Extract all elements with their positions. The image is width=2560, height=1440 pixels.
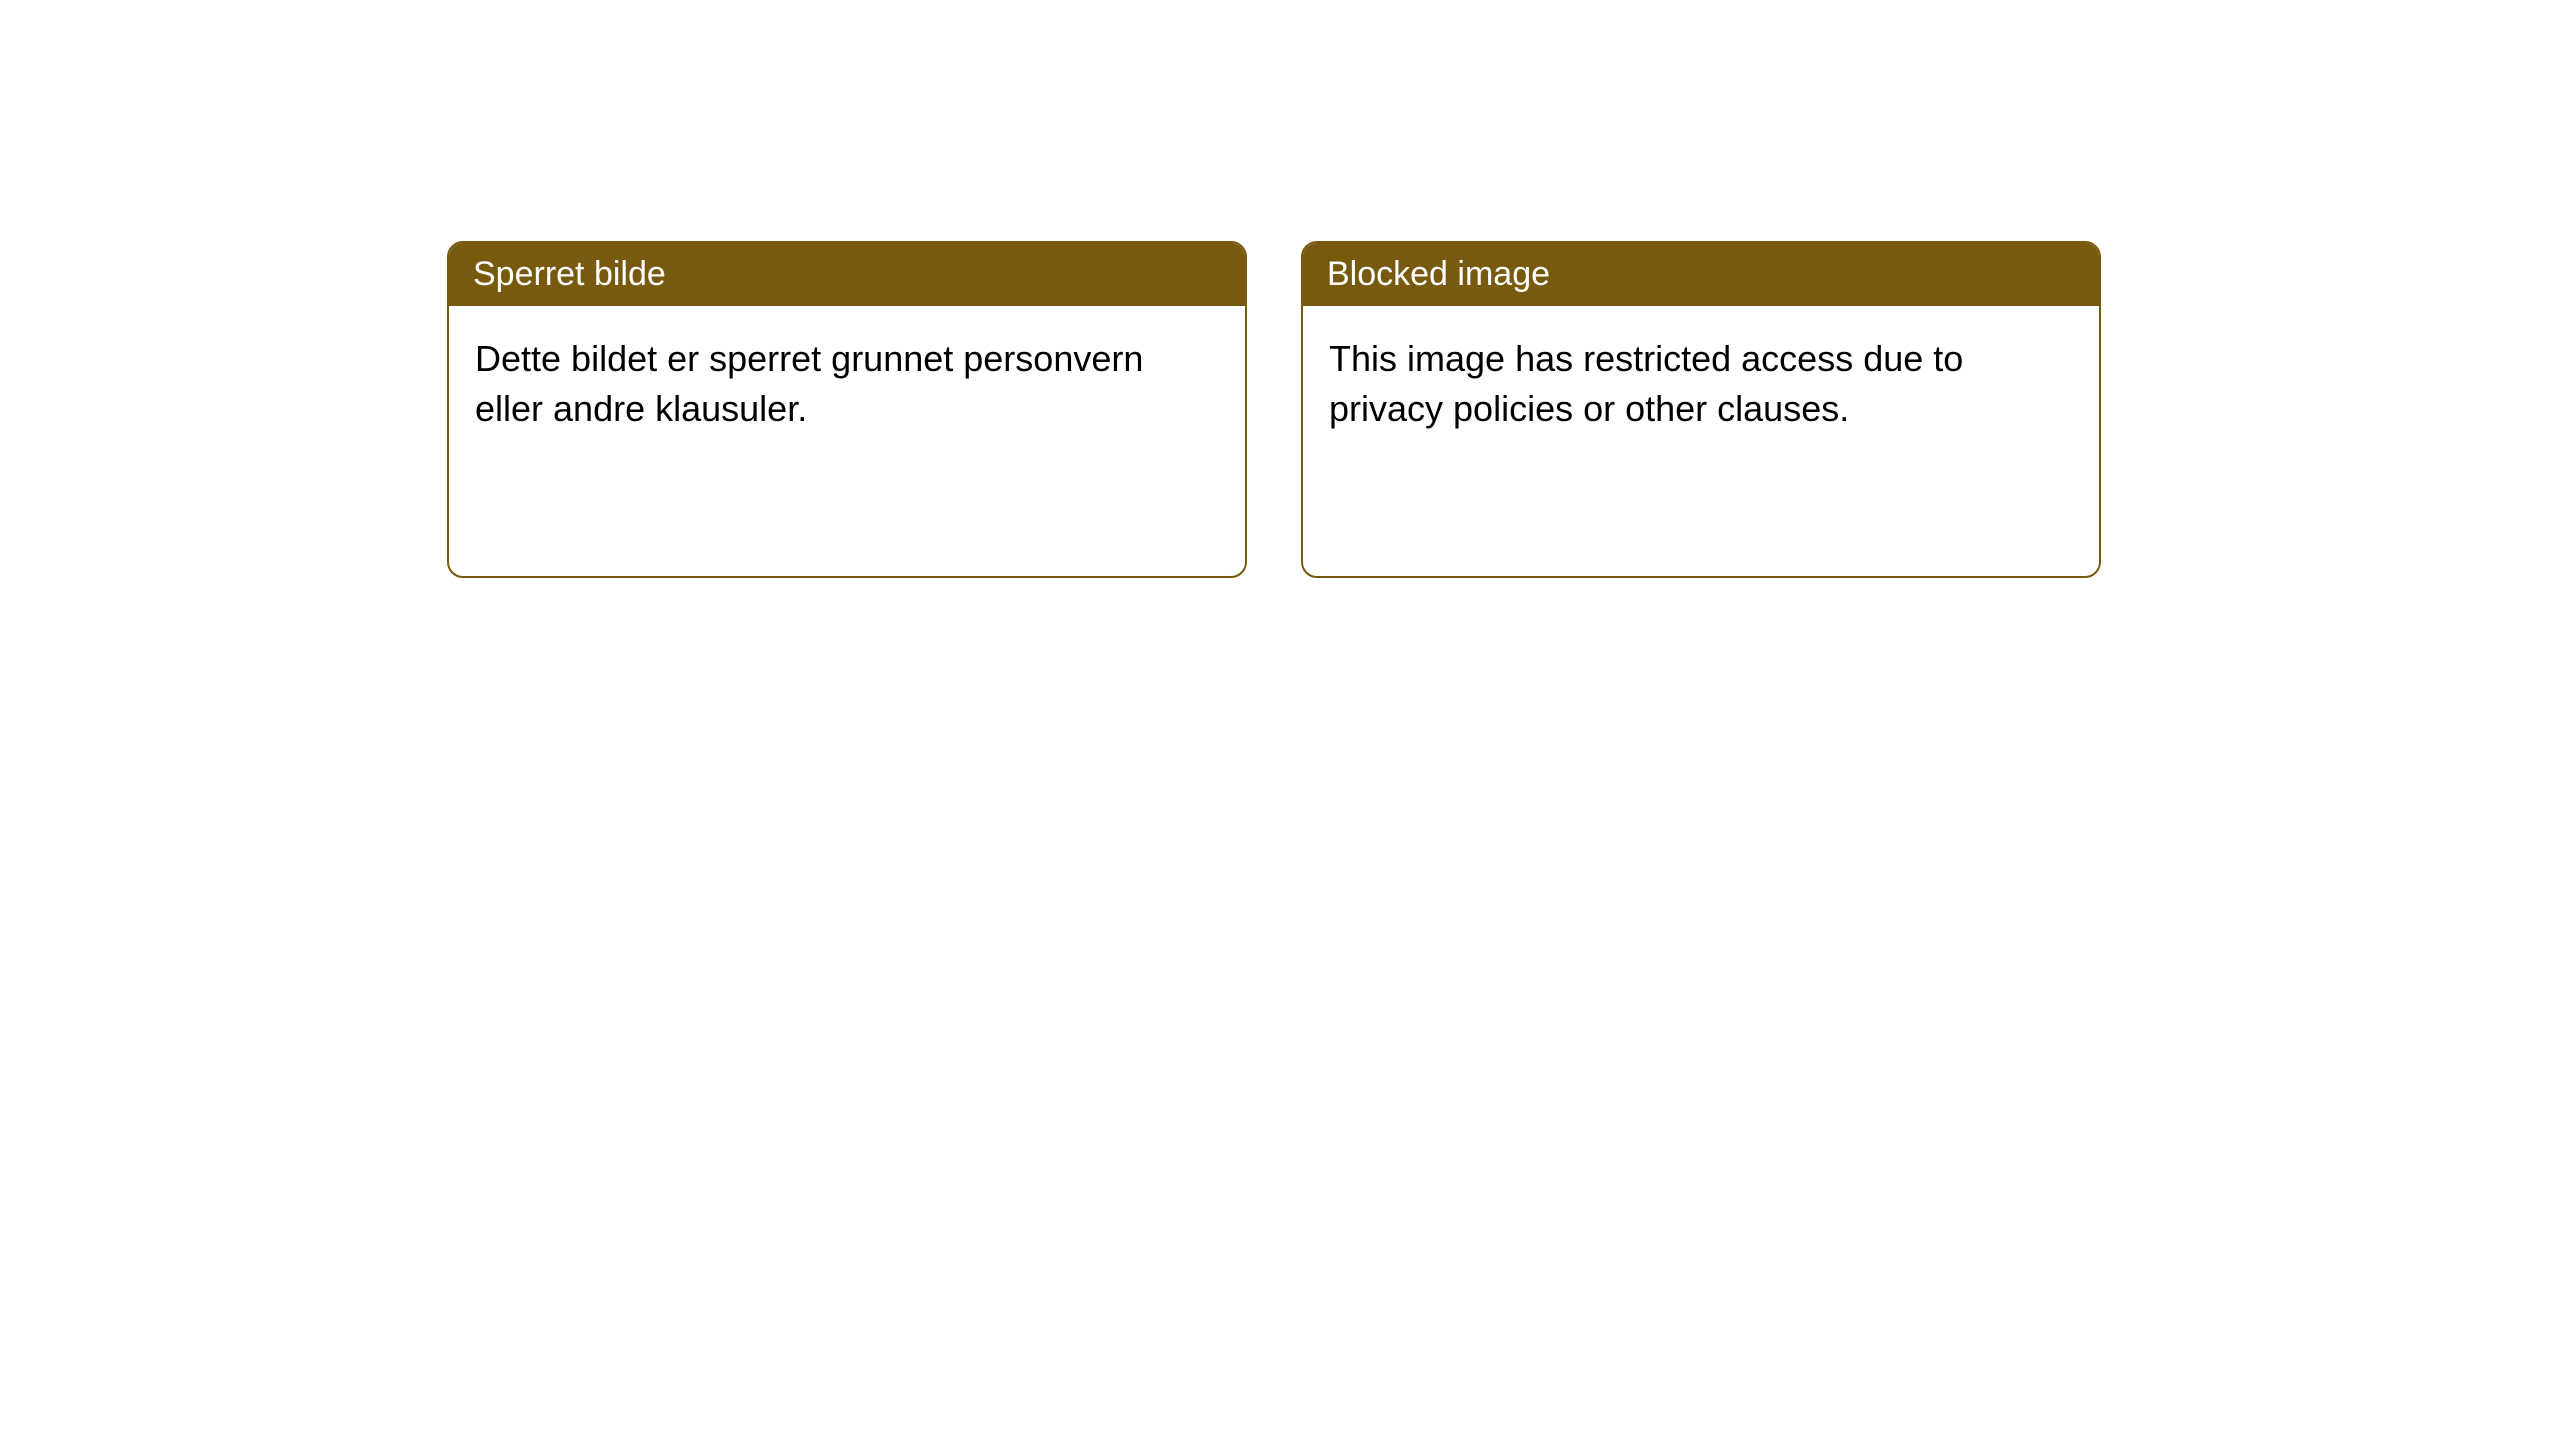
card-body-text: This image has restricted access due to … [1303, 306, 2099, 463]
card-title: Sperret bilde [449, 243, 1245, 306]
card-title: Blocked image [1303, 243, 2099, 306]
card-body-text: Dette bildet er sperret grunnet personve… [449, 306, 1245, 463]
notice-card-english: Blocked image This image has restricted … [1301, 241, 2101, 578]
notice-cards-row: Sperret bilde Dette bildet er sperret gr… [447, 241, 2101, 578]
notice-card-norwegian: Sperret bilde Dette bildet er sperret gr… [447, 241, 1247, 578]
